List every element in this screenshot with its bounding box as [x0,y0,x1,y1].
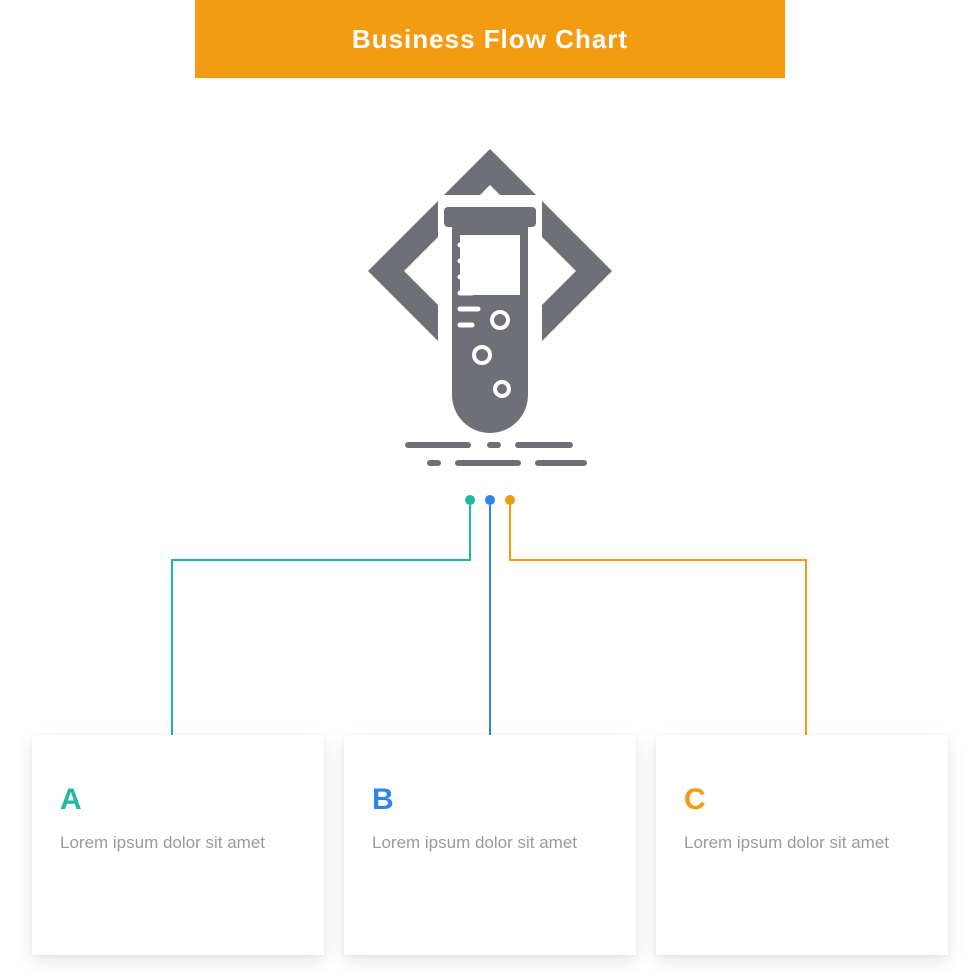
header-bar: Business Flow Chart [195,0,785,78]
card-b: B Lorem ipsum dolor sit amet [344,735,636,955]
card-letter: A [60,783,296,817]
card-letter: B [372,783,608,817]
card-letter: C [684,783,920,817]
card-c: C Lorem ipsum dolor sit amet [656,735,948,955]
card-row: A Lorem ipsum dolor sit amet B Lorem ips… [32,735,948,955]
card-text: Lorem ipsum dolor sit amet [684,831,920,855]
test-tube-hazard-icon [360,145,620,475]
card-text: Lorem ipsum dolor sit amet [60,831,296,855]
card-text: Lorem ipsum dolor sit amet [372,831,608,855]
card-a: A Lorem ipsum dolor sit amet [32,735,324,955]
header-title: Business Flow Chart [352,24,628,55]
main-icon-wrap [360,145,620,480]
